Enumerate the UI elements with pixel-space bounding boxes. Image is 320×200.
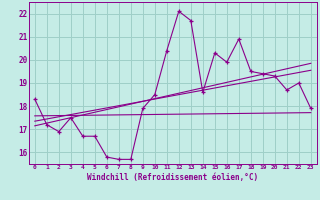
X-axis label: Windchill (Refroidissement éolien,°C): Windchill (Refroidissement éolien,°C) (87, 173, 258, 182)
